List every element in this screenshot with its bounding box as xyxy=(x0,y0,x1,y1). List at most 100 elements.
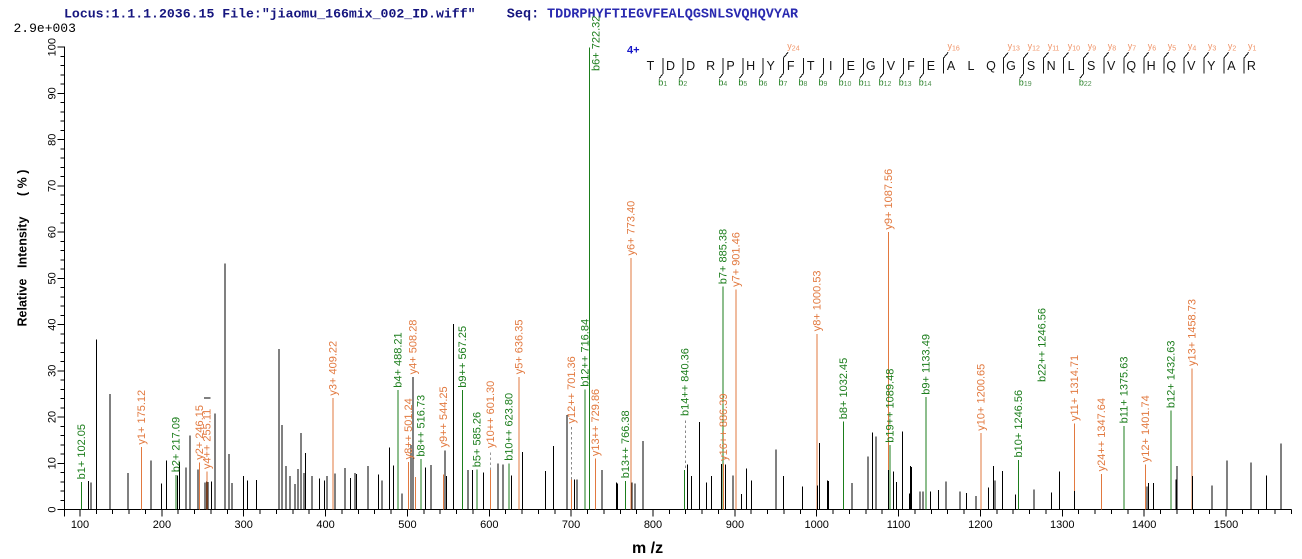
svg-text:y10+ 1200.65: y10+ 1200.65 xyxy=(976,364,988,431)
svg-text:y13: y13 xyxy=(1008,41,1020,53)
svg-text:Locus:1.1.1.2036.15 File:"jiao: Locus:1.1.1.2036.15 File:"jiaomu_166mix_… xyxy=(64,7,476,22)
svg-text:b7+ 885.38: b7+ 885.38 xyxy=(717,229,729,284)
svg-text:b6: b6 xyxy=(759,78,768,89)
svg-text:G: G xyxy=(1006,59,1016,73)
svg-text:50: 50 xyxy=(47,272,59,284)
svg-text:I: I xyxy=(829,59,832,73)
svg-text:b13: b13 xyxy=(899,78,912,89)
svg-text:y7+ 901.46: y7+ 901.46 xyxy=(731,232,743,287)
svg-text:b2: b2 xyxy=(678,78,687,89)
svg-text:b12: b12 xyxy=(879,78,892,89)
svg-text:E: E xyxy=(927,59,935,73)
svg-text:60: 60 xyxy=(47,226,59,238)
svg-text:T: T xyxy=(807,59,815,73)
svg-text:Intensity: Intensity xyxy=(16,217,30,268)
svg-text:b11+ 1375.63: b11+ 1375.63 xyxy=(1119,357,1131,424)
svg-text:y8: y8 xyxy=(1108,41,1117,53)
svg-text:b1+ 102.05: b1+ 102.05 xyxy=(76,424,88,479)
svg-text:y1+ 175.12: y1+ 175.12 xyxy=(136,390,148,445)
svg-text:b10: b10 xyxy=(839,78,852,89)
svg-text:b4+ 488.21: b4+ 488.21 xyxy=(392,332,404,387)
svg-text:V: V xyxy=(1107,59,1116,73)
svg-text:y9: y9 xyxy=(1088,41,1097,53)
svg-text:b9+ 1133.49: b9+ 1133.49 xyxy=(921,334,933,395)
svg-text:y9+ 1087.56: y9+ 1087.56 xyxy=(883,169,895,230)
svg-text:y8++ 501.24: y8++ 501.24 xyxy=(403,398,415,459)
svg-text:400: 400 xyxy=(316,519,334,531)
svg-text:b9: b9 xyxy=(819,78,828,89)
svg-text:y11: y11 xyxy=(1048,41,1060,53)
svg-text:b12+ 1432.63: b12+ 1432.63 xyxy=(1165,340,1177,408)
svg-text:y4+ 508.28: y4+ 508.28 xyxy=(408,320,420,375)
svg-text:Q: Q xyxy=(1166,59,1176,73)
svg-text:1500: 1500 xyxy=(1214,519,1238,531)
svg-text:T: T xyxy=(647,59,655,73)
svg-text:H: H xyxy=(1147,59,1156,73)
svg-text:90: 90 xyxy=(47,87,59,99)
svg-text:b5+ 585.26: b5+ 585.26 xyxy=(472,412,484,467)
svg-text:200: 200 xyxy=(153,519,171,531)
svg-text:L: L xyxy=(968,59,975,73)
svg-text:b22++ 1246.56: b22++ 1246.56 xyxy=(1037,308,1049,382)
svg-text:b14++ 840.36: b14++ 840.36 xyxy=(679,348,691,416)
svg-text:Seq:: Seq: xyxy=(507,8,539,23)
svg-text:30: 30 xyxy=(47,365,59,377)
svg-text:E: E xyxy=(847,59,855,73)
svg-text:2.9e+003: 2.9e+003 xyxy=(14,21,76,36)
svg-text:80: 80 xyxy=(47,134,59,146)
svg-text:b8++ 516.73: b8++ 516.73 xyxy=(416,395,428,457)
svg-text:Y: Y xyxy=(1207,59,1216,73)
svg-text:y16++ 886.39: y16++ 886.39 xyxy=(718,394,730,461)
svg-text:10: 10 xyxy=(47,457,59,469)
svg-text:F: F xyxy=(907,59,915,73)
svg-text:L: L xyxy=(1068,59,1075,73)
svg-text:TDDRPHYFTIEGVFEALQGSNLSVQHQVYA: TDDRPHYFTIEGVFEALQGSNLSVQHQVYAR xyxy=(547,8,799,23)
svg-text:4+: 4+ xyxy=(627,45,640,57)
svg-text:y10++ 601.30: y10++ 601.30 xyxy=(485,381,497,448)
svg-text:b6+ 722.32: b6+ 722.32 xyxy=(591,16,603,71)
svg-text:b8: b8 xyxy=(799,78,808,89)
svg-text:( % ): ( % ) xyxy=(16,170,30,196)
svg-text:R: R xyxy=(706,59,715,73)
svg-text:b9++ 567.25: b9++ 567.25 xyxy=(457,326,469,388)
svg-text:y24: y24 xyxy=(787,41,799,53)
svg-text:600: 600 xyxy=(480,519,498,531)
svg-text:F: F xyxy=(787,59,795,73)
svg-text:b10+ 1246.56: b10+ 1246.56 xyxy=(1013,390,1025,458)
svg-text:A: A xyxy=(947,59,956,73)
svg-text:P: P xyxy=(726,59,734,73)
svg-text:y11+ 1314.71: y11+ 1314.71 xyxy=(1069,355,1081,421)
svg-text:y1: y1 xyxy=(1248,41,1257,53)
svg-text:N: N xyxy=(1047,59,1056,73)
svg-text:b7: b7 xyxy=(779,78,788,89)
svg-text:y6: y6 xyxy=(1148,41,1157,53)
svg-text:b5: b5 xyxy=(738,78,747,89)
svg-text:b2+ 217.09: b2+ 217.09 xyxy=(170,417,182,472)
svg-text:y3: y3 xyxy=(1208,41,1217,53)
svg-text:m /z: m /z xyxy=(632,540,663,557)
svg-text:V: V xyxy=(1187,59,1196,73)
svg-text:y9++ 544.25: y9++ 544.25 xyxy=(438,386,450,447)
svg-text:D: D xyxy=(686,59,695,73)
svg-text:y2+ 246.15: y2+ 246.15 xyxy=(194,405,206,460)
svg-text:G: G xyxy=(866,59,876,73)
svg-text:y4++ 255.11: y4++ 255.11 xyxy=(202,409,214,469)
svg-text:700: 700 xyxy=(562,519,580,531)
svg-text:y12: y12 xyxy=(1028,41,1040,53)
svg-text:b8+ 1032.45: b8+ 1032.45 xyxy=(838,358,850,419)
svg-text:R: R xyxy=(1247,59,1256,73)
svg-text:y8+ 1000.53: y8+ 1000.53 xyxy=(812,270,824,331)
svg-text:100: 100 xyxy=(71,519,89,531)
svg-text:500: 500 xyxy=(398,519,416,531)
svg-text:Q: Q xyxy=(1126,59,1136,73)
svg-text:100: 100 xyxy=(47,38,59,56)
svg-text:y16: y16 xyxy=(948,41,960,53)
svg-text:V: V xyxy=(887,59,896,73)
svg-text:y5: y5 xyxy=(1168,41,1177,53)
svg-text:y13+ 1458.73: y13+ 1458.73 xyxy=(1187,299,1199,366)
svg-text:y12++ 701.36: y12++ 701.36 xyxy=(566,356,578,423)
svg-text:S: S xyxy=(1027,59,1035,73)
svg-text:b19++ 1089.48: b19++ 1089.48 xyxy=(885,369,897,443)
svg-text:b19: b19 xyxy=(1019,78,1032,89)
svg-text:40: 40 xyxy=(47,318,59,330)
